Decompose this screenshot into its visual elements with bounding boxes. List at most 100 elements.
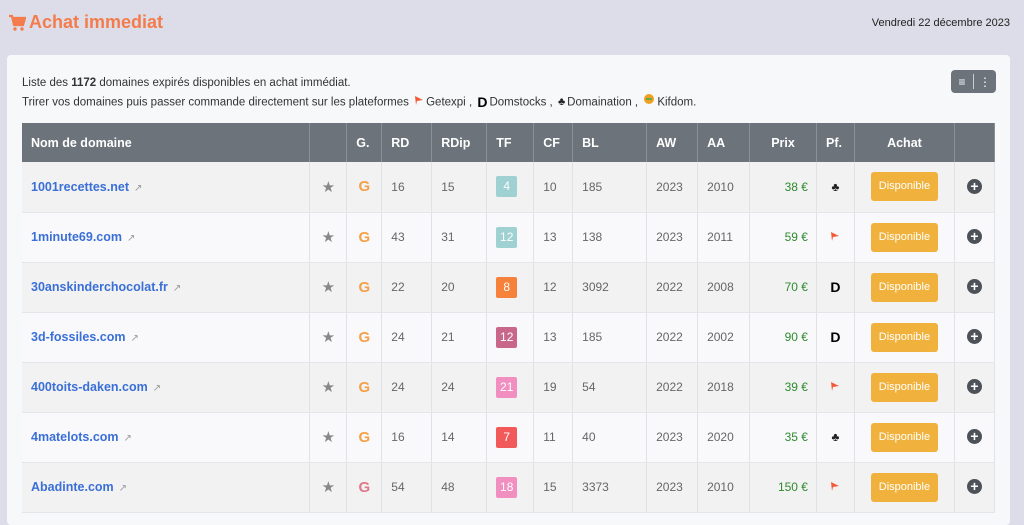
plus-circle-icon[interactable]: + (966, 279, 982, 294)
table-row: 400toits-daken.com ↗ ★ G 24 24 21 19 54 2… (22, 362, 996, 413)
aw-cell: 2022 (646, 262, 699, 313)
plus-circle-icon[interactable]: + (966, 479, 982, 494)
rd-cell: 43 (381, 212, 433, 263)
domain-link[interactable]: 4matelots.com (31, 430, 119, 444)
aw-cell: 2023 (646, 212, 699, 263)
star-icon[interactable]: ★ (321, 479, 336, 496)
achat-cell: Disponible (854, 412, 955, 463)
domain-link[interactable]: 30anskinderchocolat.fr (31, 280, 168, 294)
rd-cell: 24 (381, 312, 433, 363)
disponible-button[interactable]: Disponible (870, 422, 938, 452)
domstocks-icon: D (830, 329, 841, 345)
star-icon[interactable]: ★ (321, 379, 336, 396)
column-header[interactable]: AA (697, 123, 751, 162)
info-text: Liste des 1172 domaines expirés disponib… (22, 77, 697, 110)
aa-cell: 2011 (697, 212, 751, 263)
platform-cell (816, 212, 855, 263)
plus-circle-icon[interactable]: + (966, 329, 982, 344)
tf-badge: 12 (496, 226, 518, 248)
star-icon[interactable]: ★ (321, 229, 336, 246)
column-header[interactable]: Nom de domaine (22, 123, 311, 162)
column-header[interactable]: TF (486, 123, 535, 162)
info-suffix: domaines expirés disponibles en achat im… (96, 77, 351, 89)
details-cell: + (954, 362, 996, 413)
bl-cell: 185 (572, 312, 648, 363)
plus-circle-icon[interactable]: + (966, 429, 982, 444)
disponible-button[interactable]: Disponible (870, 172, 938, 202)
column-header[interactable]: G. (346, 123, 383, 162)
aa-cell: 2002 (697, 312, 751, 363)
page-title: Achat immediat (8, 12, 163, 33)
disponible-button[interactable]: Disponible (870, 272, 938, 302)
plus-circle-icon[interactable]: + (966, 178, 982, 194)
plus-circle-icon[interactable]: + (966, 229, 982, 244)
column-header[interactable]: Prix (749, 123, 817, 162)
domain-link[interactable]: 400toits-daken.com (31, 380, 148, 394)
star-icon[interactable]: ★ (321, 429, 336, 446)
star-icon[interactable]: ★ (321, 279, 336, 296)
achat-cell: Disponible (854, 362, 955, 413)
column-header[interactable]: BL (572, 123, 648, 162)
tf-cell: 12 (486, 212, 535, 263)
rd-cell: 22 (381, 262, 433, 313)
external-link-icon[interactable]: ↗ (133, 182, 143, 194)
domain-count: 1172 (71, 77, 97, 89)
details-cell: + (954, 312, 996, 363)
column-header[interactable]: CF (533, 123, 574, 162)
google-cell: G (346, 312, 383, 363)
tf-badge: 12 (496, 326, 518, 348)
tf-badge: 7 (496, 426, 518, 448)
star-icon[interactable]: ★ (321, 329, 336, 346)
google-icon: G (358, 328, 371, 346)
star-icon[interactable]: ★ (321, 178, 336, 196)
domain-link[interactable]: 1minute69.com (31, 230, 123, 244)
platform-cell: ♣ (816, 412, 855, 463)
table-row: 4matelots.com ↗ ★ G 16 14 7 11 40 2023 20… (22, 412, 996, 463)
domain-cell: 3d-fossiles.com ↗ (22, 312, 311, 363)
current-date: Vendredi 22 décembre 2023 (871, 17, 1010, 29)
disponible-button[interactable]: Disponible (870, 372, 938, 402)
bl-cell: 54 (572, 362, 648, 413)
domaination-icon: ♣ (831, 430, 840, 444)
column-header[interactable]: AW (646, 123, 699, 162)
external-link-icon[interactable]: ↗ (152, 383, 162, 394)
column-header[interactable]: Achat (854, 123, 955, 162)
column-header[interactable]: Pf. (816, 123, 855, 162)
external-link-icon[interactable]: ↗ (123, 433, 132, 444)
external-link-icon[interactable]: ↗ (172, 283, 182, 294)
divider (973, 74, 974, 89)
domain-link[interactable]: 1001recettes.net (31, 179, 129, 194)
domain-cell: 30anskinderchocolat.fr ↗ (22, 262, 311, 313)
domain-link[interactable]: 3d-fossiles.com (31, 330, 126, 344)
price-cell: 38 € (749, 162, 817, 213)
price-cell: 150 € (749, 462, 817, 513)
filter-icon[interactable]: ≡ (958, 74, 966, 89)
disponible-button[interactable]: Disponible (870, 322, 938, 352)
tf-cell: 4 (486, 162, 535, 213)
external-link-icon[interactable]: ↗ (118, 483, 128, 494)
domaination-icon: ♣ (557, 96, 566, 108)
column-header[interactable]: RD (381, 123, 433, 162)
domain-cell: 1minute69.com ↗ (22, 212, 311, 263)
domain-link[interactable]: Abadinte.com (31, 480, 114, 494)
disponible-button[interactable]: Disponible (870, 472, 938, 502)
external-link-icon[interactable]: ↗ (127, 233, 136, 244)
platform-cell: D (816, 312, 855, 363)
price-cell: 70 € (749, 262, 817, 313)
more-vertical-icon[interactable]: ⋮ (979, 74, 991, 89)
details-cell: + (954, 412, 996, 463)
details-cell: + (954, 262, 996, 313)
favorite-cell: ★ (309, 412, 348, 463)
aw-cell: 2022 (646, 312, 699, 363)
table-toolbar: ≡ ⋮ (951, 70, 996, 93)
disponible-button[interactable]: Disponible (870, 222, 938, 252)
column-header[interactable]: RDip (431, 123, 488, 162)
getexpi-icon (830, 380, 840, 394)
google-cell: G (346, 262, 383, 313)
aw-cell: 2023 (646, 462, 699, 513)
cf-cell: 10 (533, 162, 574, 213)
external-link-icon[interactable]: ↗ (130, 333, 139, 344)
platform-cell: ♣ (816, 162, 855, 213)
domain-cell: 400toits-daken.com ↗ (22, 362, 311, 413)
plus-circle-icon[interactable]: + (966, 379, 982, 394)
